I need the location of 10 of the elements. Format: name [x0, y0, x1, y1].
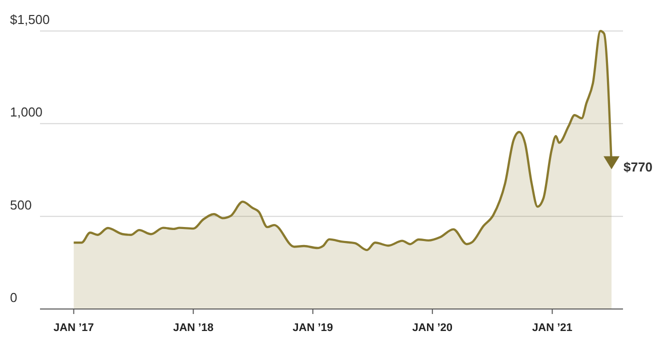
y-tick-label: 500: [10, 197, 32, 212]
x-tick-label: JAN ’18: [173, 322, 214, 334]
x-tick-label: JAN ’19: [292, 322, 334, 334]
y-tick-label: 1,000: [10, 104, 43, 120]
annotation: $770: [624, 159, 652, 174]
y-tick-label: $1,500: [10, 12, 50, 27]
x-tick-label: JAN ’20: [412, 322, 453, 334]
x-tick-label: JAN ’17: [54, 322, 94, 334]
x-tick-label: JAN ’21: [532, 322, 572, 334]
y-tick-label: 0: [10, 290, 18, 305]
